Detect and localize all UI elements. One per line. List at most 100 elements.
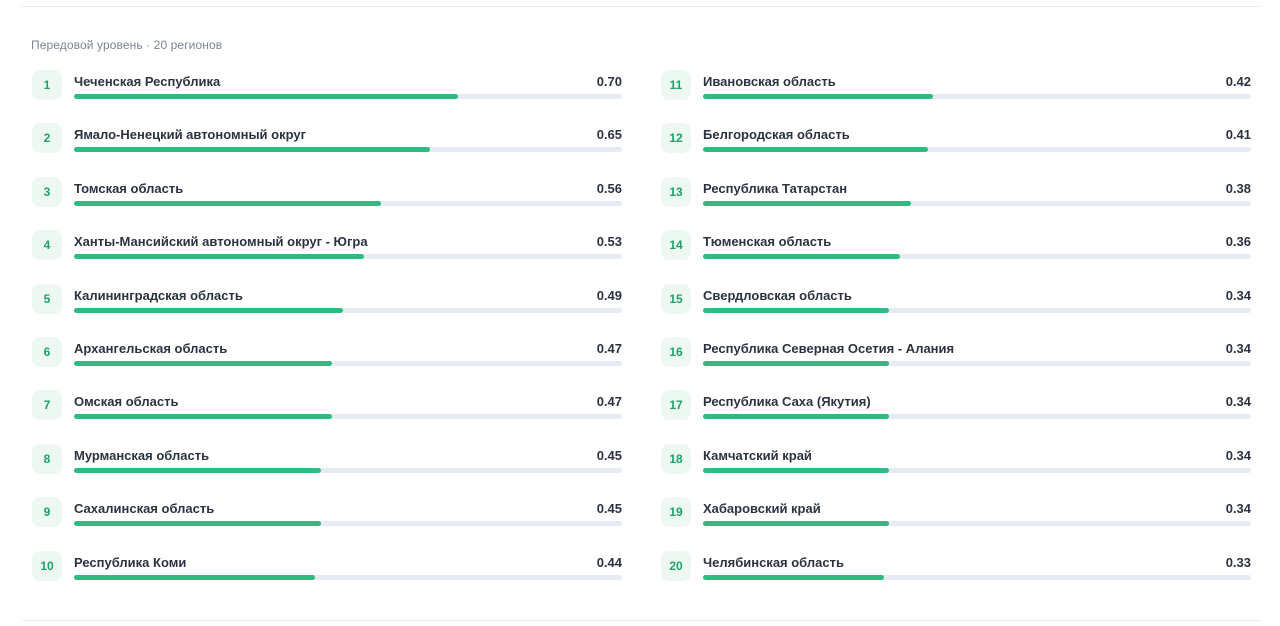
score-bar-fill — [74, 200, 381, 206]
region-score: 0.34 — [1225, 447, 1251, 463]
region-row: 6 Архангельская область 0.47 — [32, 336, 622, 390]
score-bar-fill — [74, 360, 332, 366]
region-row: 19 Хабаровский край 0.34 — [661, 497, 1251, 550]
region-name: Республика Татарстан — [703, 180, 848, 196]
score-bar-track — [703, 307, 1251, 313]
score-bar-track — [703, 94, 1251, 99]
rank-badge: 5 — [32, 283, 62, 314]
score-bar-fill — [703, 521, 890, 527]
score-bar-track — [703, 254, 1251, 260]
region-name: Сахалинская область — [74, 501, 215, 517]
region-row: 18 Камчатский край 0.34 — [661, 443, 1251, 497]
region-name: Ивановская область — [703, 74, 836, 89]
region-score: 0.33 — [1225, 554, 1251, 570]
score-bar-fill — [74, 307, 343, 313]
score-bar-fill — [703, 147, 928, 153]
rank-badge: 17 — [661, 390, 691, 421]
region-score: 0.44 — [596, 554, 622, 570]
score-bar-track — [74, 147, 622, 153]
region-score: 0.49 — [596, 287, 622, 303]
region-name: Хабаровский край — [703, 501, 821, 517]
score-bar-fill — [703, 414, 890, 420]
rank-badge: 7 — [32, 390, 62, 421]
rank-badge: 4 — [32, 230, 62, 261]
score-bar-track — [74, 574, 622, 580]
bottom-divider — [22, 620, 1260, 621]
score-bar-track — [74, 307, 622, 313]
rank-badge: 10 — [32, 550, 62, 581]
score-bar-fill — [703, 200, 912, 206]
region-name: Калининградская область — [74, 287, 243, 303]
rank-badge: 9 — [32, 497, 62, 528]
region-row: 17 Республика Саха (Якутия) 0.34 — [661, 390, 1251, 443]
region-name: Свердловская область — [703, 287, 852, 303]
rank-badge: 14 — [661, 230, 691, 261]
region-row: 2 Ямало-Ненецкий автономный округ 0.65 — [32, 123, 622, 176]
region-row: 16 Республика Северная Осетия - Алания 0.3… — [661, 336, 1251, 390]
score-bar-fill — [74, 467, 321, 473]
region-score: 0.45 — [596, 501, 622, 517]
region-row: 4 Ханты-Мансийский автономный округ - Югр… — [32, 230, 622, 283]
region-score: 0.47 — [596, 340, 622, 356]
region-score: 0.45 — [596, 447, 622, 463]
score-bar-fill — [74, 254, 365, 260]
region-name: Республика Саха (Якутия) — [703, 394, 871, 410]
region-row: 11 Ивановская область 0.42 — [661, 70, 1251, 123]
region-score: 0.34 — [1225, 394, 1251, 410]
score-bar-fill — [74, 94, 458, 99]
region-row: 14 Тюменская область 0.36 — [661, 230, 1251, 283]
region-name: Архангельская область — [74, 340, 228, 356]
region-row: 20 Челябинская область 0.33 — [661, 550, 1251, 604]
rank-badge: 6 — [32, 336, 62, 367]
region-name: Белгородская область — [703, 127, 850, 143]
region-score: 0.38 — [1225, 180, 1251, 196]
region-name: Камчатский край — [703, 447, 812, 463]
region-row: 8 Мурманская область 0.45 — [32, 443, 622, 497]
score-bar-track — [74, 360, 622, 366]
score-bar-track — [74, 414, 622, 420]
rank-badge: 12 — [661, 123, 691, 154]
score-bar-fill — [74, 574, 316, 580]
region-name: Омская область — [74, 394, 179, 410]
region-row: 1 Чеченская Республика 0.70 — [32, 70, 622, 123]
region-row: 13 Республика Татарстан 0.38 — [661, 176, 1251, 230]
score-bar-fill — [74, 147, 431, 153]
score-bar-fill — [703, 307, 890, 313]
score-bar-track — [703, 467, 1251, 473]
region-name: Ханты-Мансийский автономный округ - Югра — [74, 234, 368, 250]
score-bar-track — [703, 574, 1251, 580]
score-bar-fill — [703, 574, 884, 580]
region-score: 0.41 — [1225, 127, 1251, 143]
rank-badge: 16 — [661, 336, 691, 367]
rank-badge: 18 — [661, 443, 691, 474]
region-name: Челябинская область — [703, 554, 844, 570]
region-row: 12 Белгородская область 0.41 — [661, 123, 1251, 176]
score-bar-track — [703, 360, 1251, 366]
score-bar-fill — [703, 467, 890, 473]
region-name: Тюменская область — [703, 234, 832, 250]
rank-badge: 11 — [661, 70, 691, 100]
ranking-column-left: 1 Чеченская Республика 0.70 2 Ямало-Ненецкий… — [32, 70, 622, 604]
score-bar-track — [74, 94, 622, 99]
region-score: 0.65 — [596, 127, 622, 143]
region-name: Республика Северная Осетия - Алания — [703, 340, 955, 356]
score-bar-fill — [74, 521, 321, 527]
region-row: 9 Сахалинская область 0.45 — [32, 497, 622, 550]
ranking-column-right: 11 Ивановская область 0.42 12 Белгородская о… — [661, 70, 1251, 604]
region-row: 5 Калининградская область 0.49 — [32, 283, 622, 337]
rank-badge: 15 — [661, 283, 691, 314]
region-score: 0.34 — [1225, 287, 1251, 303]
region-name: Ямало-Ненецкий автономный округ — [74, 127, 307, 143]
score-bar-fill — [703, 254, 901, 260]
region-score: 0.34 — [1225, 501, 1251, 517]
region-row: 3 Томская область 0.56 — [32, 176, 622, 230]
region-row: 15 Свердловская область 0.34 — [661, 283, 1251, 337]
rank-badge: 13 — [661, 176, 691, 207]
rank-badge: 3 — [32, 176, 62, 207]
score-bar-track — [703, 147, 1251, 153]
rank-badge: 2 — [32, 123, 62, 154]
region-row: 7 Омская область 0.47 — [32, 390, 622, 443]
region-name: Мурманская область — [74, 447, 210, 463]
region-score: 0.42 — [1225, 74, 1251, 89]
score-bar-track — [703, 414, 1251, 420]
